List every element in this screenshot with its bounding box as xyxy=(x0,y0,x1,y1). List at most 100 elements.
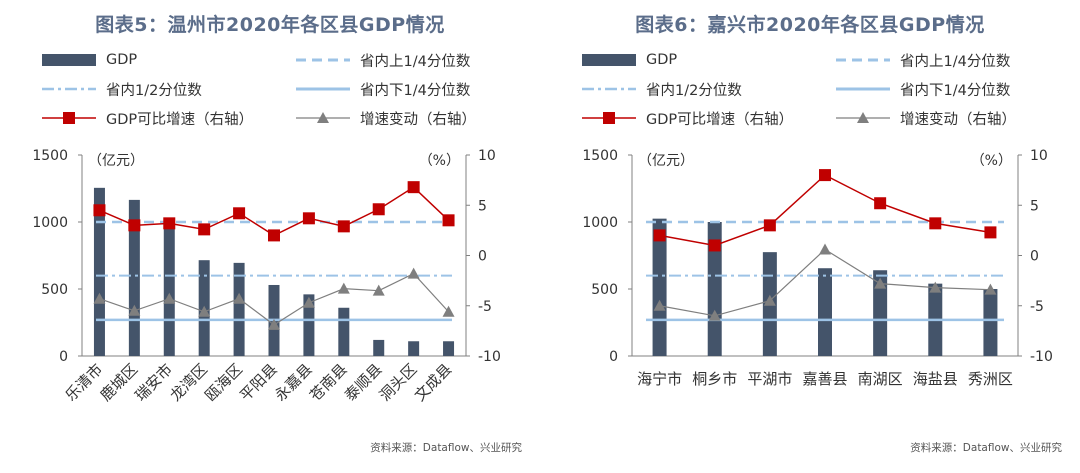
gdp-bar xyxy=(233,262,245,356)
category-label: 乐清市 xyxy=(62,360,107,405)
legend-gdp-label: GDP xyxy=(106,52,138,68)
y-axis-unit-label: （亿元） xyxy=(638,153,694,169)
right-tick-label: 10 xyxy=(478,148,496,164)
legend-solid-line-icon xyxy=(836,87,890,91)
gdp-bar xyxy=(443,341,455,356)
growth-point xyxy=(337,220,350,233)
growth-point xyxy=(763,219,776,232)
legend-dashdot-line-icon xyxy=(42,87,96,91)
right-tick-label: 0 xyxy=(1030,249,1039,265)
legend-lower-quartile-label: 省内下1/4分位数 xyxy=(360,82,471,99)
chart-title: 图表5：温州市2020年各区县GDP情况 xyxy=(95,14,445,36)
growth-point xyxy=(372,203,385,216)
legend-lower-quartile: 省内下1/4分位数 xyxy=(292,78,470,100)
left-tick-label: 1500 xyxy=(32,148,68,164)
category-label: 苍南县 xyxy=(306,360,351,405)
gdp-bar xyxy=(303,294,315,356)
growth-point xyxy=(233,207,246,220)
legend-delta-label: 增速变动（右轴） xyxy=(360,111,476,128)
legend-bar-swatch-icon xyxy=(42,54,96,66)
chart-plot-jiaxing: 0 500 1000 1500 -10 -5 0 5 10 （亿元） （%） 海宁市 桐乡市 平湖市 嘉善县… xyxy=(582,148,1053,388)
y2-axis-unit-label: （%） xyxy=(419,153,460,169)
growth-point xyxy=(874,197,887,210)
growth-point xyxy=(302,212,315,225)
growth-point xyxy=(984,226,997,239)
category-label: 桐乡市 xyxy=(692,370,737,388)
legend-delta: 增速变动（右轴） xyxy=(292,107,476,129)
gdp-bar xyxy=(93,187,105,356)
category-label: 瑞安市 xyxy=(132,360,177,405)
legend-triangle-marker-icon xyxy=(836,112,890,123)
right-tick-label: 0 xyxy=(478,249,487,265)
right-tick-label: 5 xyxy=(1030,198,1039,214)
legend-solid-line-icon xyxy=(296,87,350,91)
legend-gdp: GDP xyxy=(38,49,137,71)
legend-upper-quartile-label: 省内上1/4分位数 xyxy=(360,53,471,70)
category-label: 文成县 xyxy=(411,360,456,405)
category-label: 海盐县 xyxy=(913,370,958,388)
left-tick-label: 1000 xyxy=(582,215,618,231)
legend-upper-quartile-label: 省内上1/4分位数 xyxy=(900,53,1011,70)
source-note: 资料来源：Dataflow、兴业研究 xyxy=(370,442,522,454)
category-label: 平阳县 xyxy=(236,360,281,405)
legend-gdp-label: GDP xyxy=(646,52,678,68)
delta-point xyxy=(233,292,246,304)
growth-point xyxy=(407,181,420,194)
gdp-bar xyxy=(338,307,350,356)
legend-lower-quartile-label: 省内下1/4分位数 xyxy=(900,82,1011,99)
legend-lower-quartile: 省内下1/4分位数 xyxy=(832,78,1010,100)
growth-point xyxy=(442,214,455,227)
growth-point xyxy=(708,239,721,252)
left-tick-label: 0 xyxy=(59,349,68,365)
category-label: 平湖市 xyxy=(747,370,792,388)
delta-point xyxy=(708,309,721,321)
category-label: 洞头区 xyxy=(376,360,421,405)
legend-median: 省内1/2分位数 xyxy=(38,78,202,100)
legend-delta: 增速变动（右轴） xyxy=(832,107,1016,129)
left-tick-label: 1000 xyxy=(32,215,68,231)
category-label: 南湖区 xyxy=(858,370,903,388)
right-tick-label: -5 xyxy=(1030,299,1044,315)
growth-point xyxy=(268,229,280,242)
gdp-bar xyxy=(983,289,998,356)
chart-plot-wenzhou: 0 500 1000 1500 -10 -5 0 5 10 （亿元） （%） 乐清市鹿城区瑞安市龙湾区… xyxy=(32,148,501,405)
gdp-bar xyxy=(707,222,722,356)
delta-point xyxy=(198,305,211,317)
gdp-bar xyxy=(373,339,385,356)
category-label: 龙湾区 xyxy=(166,360,211,405)
delta-point xyxy=(302,296,315,308)
legend-growth-label: GDP可比增速（右轴） xyxy=(106,111,254,128)
legend-dashed-line-icon xyxy=(836,58,890,62)
chart-panel-jiaxing: 图表6：嘉兴市2020年各区县GDP情况 GDP 省内上1/4分位数 省内1/2… xyxy=(540,0,1080,473)
delta-point xyxy=(653,299,666,311)
y2-axis-unit-label: （%） xyxy=(971,153,1012,169)
chart-title: 图表6：嘉兴市2020年各区县GDP情况 xyxy=(635,14,985,36)
y-axis-unit-label: （亿元） xyxy=(88,153,144,169)
delta-point xyxy=(874,277,887,289)
delta-point xyxy=(407,267,420,279)
left-tick-label: 500 xyxy=(41,282,68,298)
gdp-bar xyxy=(818,268,832,356)
gdp-bar xyxy=(163,222,175,356)
right-tick-label: 10 xyxy=(1030,148,1048,164)
right-tick-label: -10 xyxy=(1030,349,1053,365)
growth-point xyxy=(653,229,666,242)
category-label: 海宁市 xyxy=(637,370,682,388)
category-label: 永嘉县 xyxy=(271,360,316,405)
legend-dashdot-line-icon xyxy=(582,87,636,91)
legend-upper-quartile: 省内上1/4分位数 xyxy=(292,49,470,71)
growth-point xyxy=(929,217,942,230)
gdp-bar xyxy=(408,341,420,356)
growth-point xyxy=(128,219,141,232)
gdp-bar xyxy=(652,218,667,356)
legend-growth: GDP可比增速（右轴） xyxy=(578,107,793,129)
legend-bar-swatch-icon xyxy=(582,54,636,66)
legend-median-label: 省内1/2分位数 xyxy=(106,82,202,99)
delta-point xyxy=(128,304,141,316)
left-tick-label: 1500 xyxy=(582,148,618,164)
right-tick-label: 5 xyxy=(478,198,487,214)
category-label: 瓯海区 xyxy=(201,360,246,405)
growth-point xyxy=(819,169,831,182)
legend-square-marker-icon xyxy=(582,112,636,124)
right-tick-label: -10 xyxy=(478,349,501,365)
